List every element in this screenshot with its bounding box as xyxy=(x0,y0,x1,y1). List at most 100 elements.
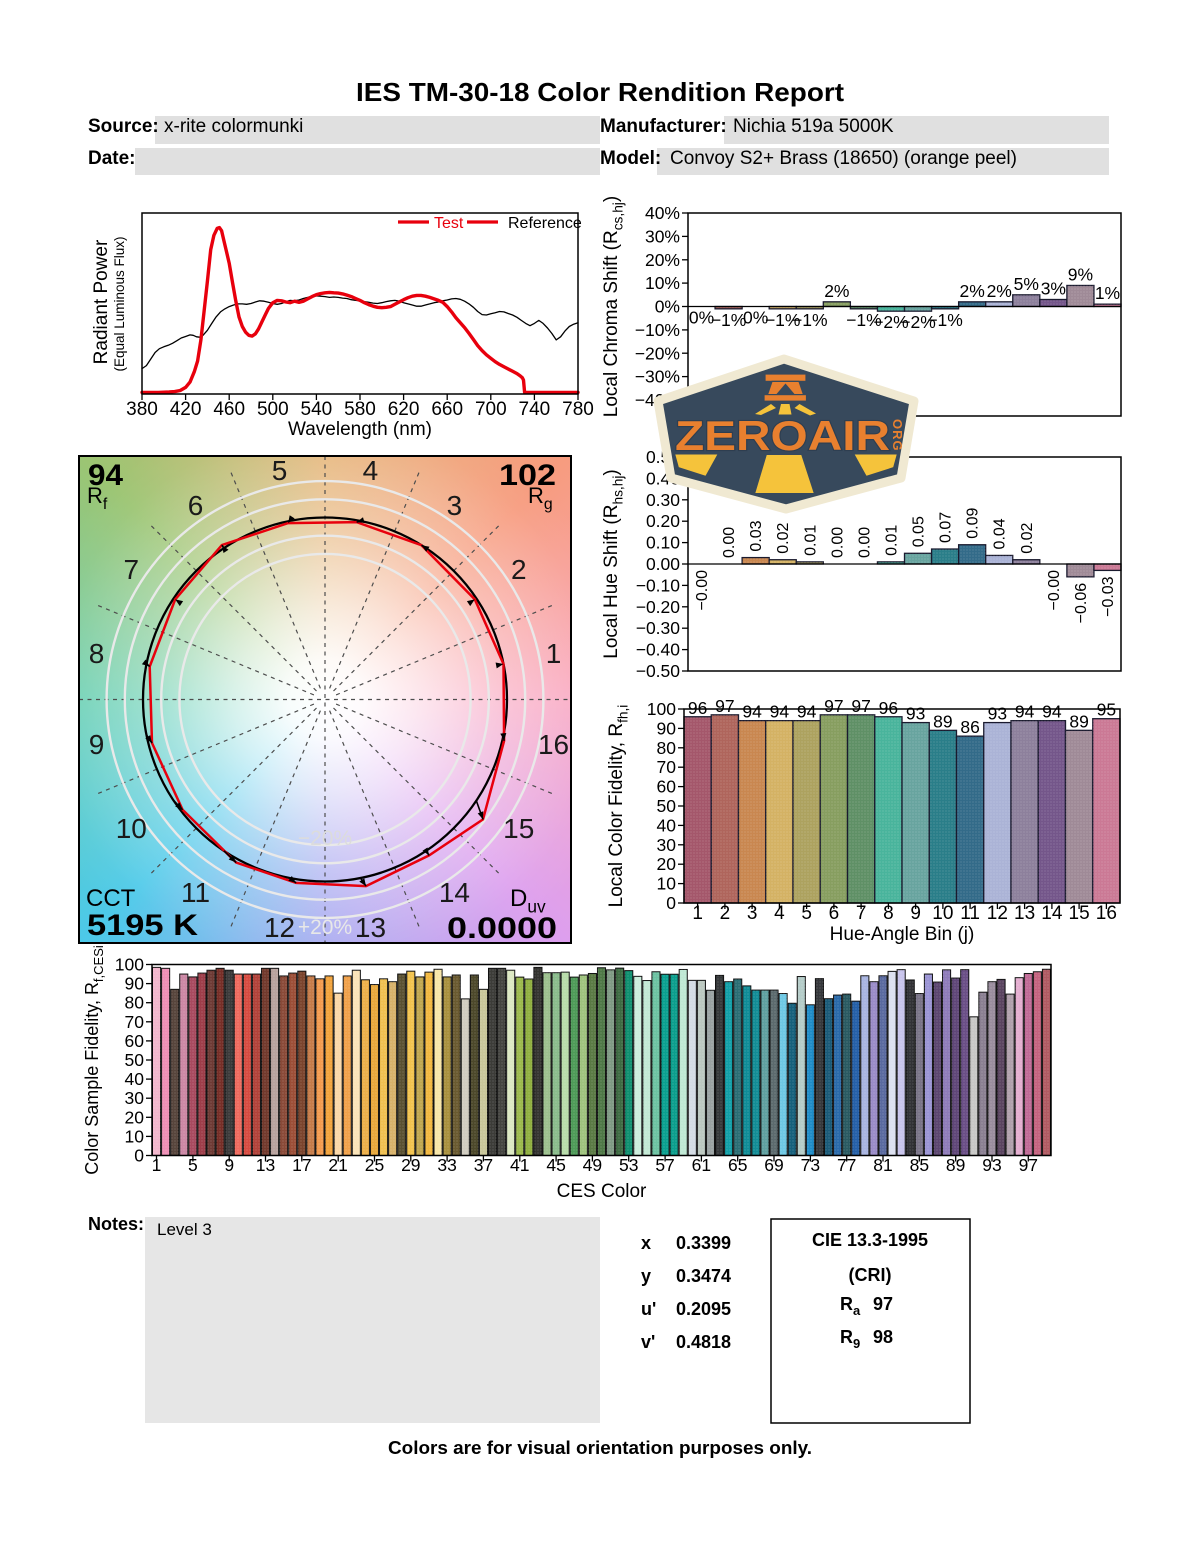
svg-text:Ra: Ra xyxy=(840,1294,861,1318)
svg-text:89: 89 xyxy=(933,711,952,731)
svg-text:−30%: −30% xyxy=(635,367,680,387)
svg-text:−0.50: −0.50 xyxy=(636,661,681,681)
svg-text:97: 97 xyxy=(873,1294,893,1314)
svg-text:4: 4 xyxy=(774,903,785,924)
svg-text:37: 37 xyxy=(474,1155,493,1175)
svg-text:0.02: 0.02 xyxy=(775,522,792,553)
svg-text:13: 13 xyxy=(355,912,386,943)
svg-text:1: 1 xyxy=(546,638,562,669)
svg-text:4: 4 xyxy=(363,455,379,486)
svg-text:85: 85 xyxy=(910,1155,929,1175)
svg-text:Local Hue Shift (Rhs,hj): Local Hue Shift (Rhs,hj) xyxy=(601,469,625,658)
svg-text:0.04: 0.04 xyxy=(992,518,1009,549)
svg-text:5: 5 xyxy=(188,1155,198,1175)
svg-text:33: 33 xyxy=(437,1155,456,1175)
svg-text:97: 97 xyxy=(1019,1155,1038,1175)
svg-text:10: 10 xyxy=(116,813,147,844)
svg-text:93: 93 xyxy=(988,704,1007,724)
svg-text:Test: Test xyxy=(434,215,464,232)
svg-text:16: 16 xyxy=(1096,903,1117,924)
svg-text:+20%: +20% xyxy=(298,916,352,939)
svg-text:94: 94 xyxy=(1015,702,1035,722)
svg-text:20%: 20% xyxy=(645,250,680,270)
svg-text:3%: 3% xyxy=(1041,278,1066,298)
svg-text:0.09: 0.09 xyxy=(965,507,982,538)
svg-text:580: 580 xyxy=(344,399,376,420)
svg-text:69: 69 xyxy=(764,1155,783,1175)
svg-text:R9: R9 xyxy=(840,1327,860,1351)
svg-text:15: 15 xyxy=(503,813,534,844)
svg-text:97: 97 xyxy=(824,696,843,716)
svg-text:98: 98 xyxy=(873,1327,893,1347)
svg-text:2: 2 xyxy=(511,554,527,585)
svg-text:50: 50 xyxy=(657,796,677,816)
svg-text:6: 6 xyxy=(829,903,840,924)
svg-text:5195 K: 5195 K xyxy=(87,909,198,942)
svg-text:ORG: ORG xyxy=(890,419,905,452)
svg-text:25: 25 xyxy=(365,1155,384,1175)
svg-text:90: 90 xyxy=(657,718,677,738)
svg-text:41: 41 xyxy=(510,1155,529,1175)
svg-text:−2%: −2% xyxy=(873,312,909,332)
svg-text:13: 13 xyxy=(256,1155,275,1175)
svg-text:100: 100 xyxy=(647,699,676,719)
svg-text:−0.40: −0.40 xyxy=(636,640,681,660)
svg-text:0.4818: 0.4818 xyxy=(676,1332,731,1352)
svg-text:Colors are for visual orientat: Colors are for visual orientation purpos… xyxy=(388,1437,812,1458)
svg-text:Local Chroma Shift (Rcs,hj): Local Chroma Shift (Rcs,hj) xyxy=(601,196,625,417)
svg-text:60: 60 xyxy=(657,777,677,797)
svg-text:380: 380 xyxy=(126,399,158,420)
svg-text:0.2095: 0.2095 xyxy=(676,1299,731,1319)
svg-text:0.05: 0.05 xyxy=(911,516,928,547)
svg-text:−0.06: −0.06 xyxy=(1073,583,1090,624)
svg-text:94: 94 xyxy=(797,702,817,722)
svg-text:65: 65 xyxy=(728,1155,747,1175)
svg-text:21: 21 xyxy=(328,1155,347,1175)
svg-text:0.02: 0.02 xyxy=(1019,522,1036,553)
svg-text:0%: 0% xyxy=(689,308,714,328)
svg-text:2%: 2% xyxy=(824,281,849,301)
svg-text:81: 81 xyxy=(873,1155,892,1175)
svg-text:97: 97 xyxy=(715,696,734,716)
svg-text:(CRI): (CRI) xyxy=(849,1265,892,1285)
svg-text:73: 73 xyxy=(801,1155,820,1175)
svg-text:10: 10 xyxy=(125,1126,145,1146)
svg-text:CES Color: CES Color xyxy=(557,1181,647,1202)
svg-text:700: 700 xyxy=(475,399,507,420)
svg-text:10%: 10% xyxy=(645,273,680,293)
svg-text:Duv: Duv xyxy=(510,885,546,917)
svg-text:460: 460 xyxy=(213,399,245,420)
svg-text:53: 53 xyxy=(619,1155,638,1175)
svg-text:70: 70 xyxy=(657,757,677,777)
svg-text:5: 5 xyxy=(801,903,812,924)
svg-text:30: 30 xyxy=(125,1088,145,1108)
svg-text:−0.10: −0.10 xyxy=(636,575,681,595)
svg-text:Reference: Reference xyxy=(508,215,582,232)
svg-text:0.3474: 0.3474 xyxy=(676,1266,731,1286)
svg-text:5: 5 xyxy=(272,455,288,486)
svg-text:9: 9 xyxy=(224,1155,234,1175)
svg-text:Hue-Angle Bin (j): Hue-Angle Bin (j) xyxy=(830,924,975,945)
svg-text:Source:: Source: xyxy=(88,116,159,137)
svg-text:−1%: −1% xyxy=(711,310,747,330)
svg-text:Wavelength (nm): Wavelength (nm) xyxy=(288,419,432,440)
svg-text:Model:: Model: xyxy=(600,148,661,169)
svg-text:30: 30 xyxy=(657,835,677,855)
svg-text:y: y xyxy=(641,1266,651,1286)
svg-text:49: 49 xyxy=(583,1155,602,1175)
svg-text:0.00: 0.00 xyxy=(646,554,680,574)
svg-text:80: 80 xyxy=(125,993,145,1013)
svg-text:0: 0 xyxy=(666,893,676,913)
svg-text:780: 780 xyxy=(562,399,594,420)
svg-text:0.20: 0.20 xyxy=(646,511,680,531)
svg-text:−2%: −2% xyxy=(900,312,936,332)
svg-text:6: 6 xyxy=(188,490,204,521)
svg-text:89: 89 xyxy=(1069,711,1088,731)
svg-text:Manufacturer:: Manufacturer: xyxy=(600,116,727,137)
svg-text:x: x xyxy=(641,1233,651,1253)
svg-text:94: 94 xyxy=(770,702,790,722)
svg-text:−0.20: −0.20 xyxy=(636,597,681,617)
svg-text:2: 2 xyxy=(720,903,731,924)
svg-text:Radiant Power: Radiant Power xyxy=(91,239,112,364)
svg-text:v': v' xyxy=(641,1332,655,1352)
